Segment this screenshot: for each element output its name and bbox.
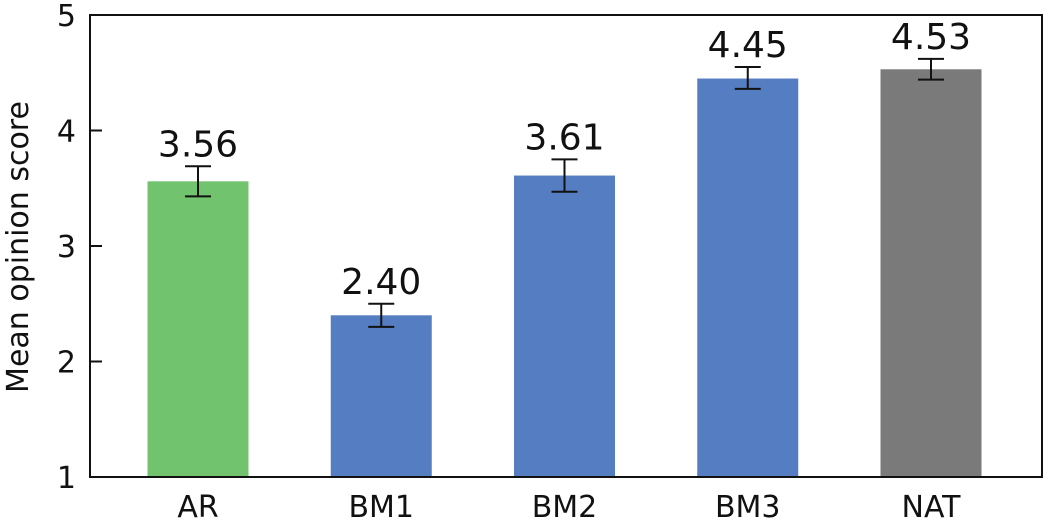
error-bar-bm2 xyxy=(551,158,578,193)
value-label-ar: 3.56 xyxy=(158,124,238,165)
bar-bm1 xyxy=(330,315,432,477)
error-bar-bm3 xyxy=(734,65,761,90)
bar-bm2 xyxy=(514,175,615,478)
value-label-nat: 4.53 xyxy=(891,17,971,58)
x-tick-label-bm2: BM2 xyxy=(532,490,598,525)
y-axis-title: Mean opinion score xyxy=(1,101,36,393)
x-tick-label-nat: NAT xyxy=(902,490,962,525)
value-label-bm2: 3.61 xyxy=(524,117,604,158)
y-tick-label: 3 xyxy=(57,230,76,265)
x-tick-label-bm3: BM3 xyxy=(715,490,781,525)
error-bar-nat xyxy=(918,57,944,81)
error-bars xyxy=(185,57,944,328)
bar-nat xyxy=(880,69,982,477)
y-ticks: 1 2 3 4 5 xyxy=(57,0,102,496)
plot-frame xyxy=(89,14,1043,478)
bars xyxy=(147,69,982,478)
error-bar-ar xyxy=(185,165,211,198)
y-tick-label: 2 xyxy=(57,346,76,381)
y-tick-label: 1 xyxy=(57,461,76,496)
value-label-bm3: 4.45 xyxy=(708,25,788,66)
x-tick-label-bm1: BM1 xyxy=(348,490,414,525)
value-label-bm1: 2.40 xyxy=(341,262,421,303)
y-tick-label: 5 xyxy=(57,0,76,34)
y-tick-label: 4 xyxy=(57,115,76,150)
error-bar-bm1 xyxy=(368,302,395,328)
bar-ar xyxy=(147,181,249,477)
value-labels: 3.56 2.40 3.61 4.45 4.53 xyxy=(158,17,971,303)
y-axis-label: Mean opinion score xyxy=(1,101,36,393)
bar-bm3 xyxy=(697,78,799,478)
x-tick-label-ar: AR xyxy=(177,490,218,525)
x-ticks: AR BM1 BM2 BM3 NAT xyxy=(177,465,961,525)
